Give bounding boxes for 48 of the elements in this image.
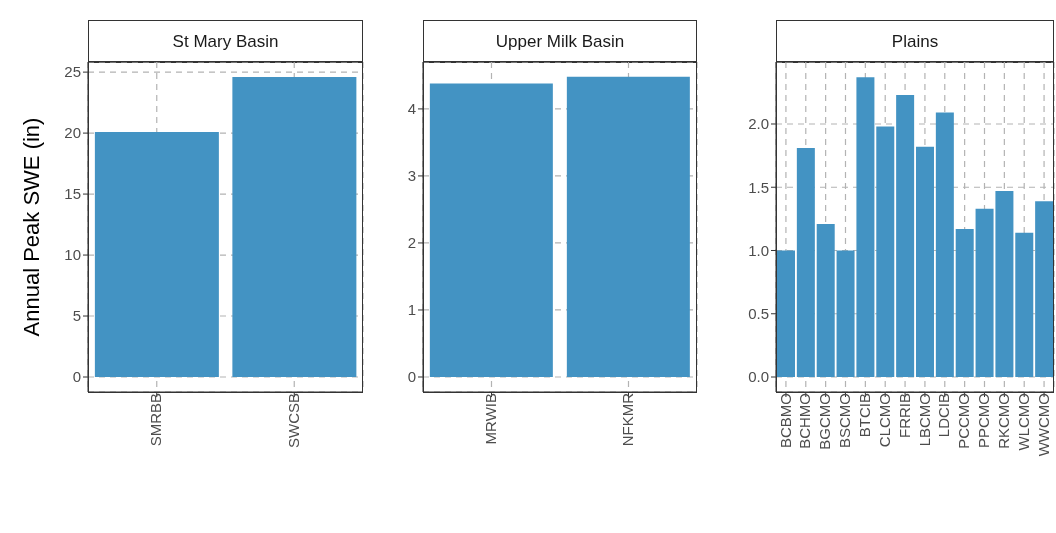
x-tick-label: SMRBB xyxy=(147,393,165,447)
y-tick-label: 4 xyxy=(407,100,416,118)
x-tick-label: BCBMO xyxy=(776,393,794,449)
x-tick-label: PCCMO xyxy=(955,393,973,449)
y-tick-label: 15 xyxy=(64,185,81,203)
y-tick-label: 0.5 xyxy=(748,305,769,323)
y-tick-label: 2.0 xyxy=(748,115,769,133)
bar xyxy=(955,228,974,378)
bar xyxy=(876,126,895,378)
bar xyxy=(796,148,815,378)
x-tick-label: WLCMO xyxy=(1014,393,1032,451)
y-tick-label: 3 xyxy=(407,167,416,185)
y-tick-label: 1.0 xyxy=(748,241,769,259)
bar xyxy=(816,223,835,378)
y-axis-title: Annual Peak SWE (in) xyxy=(18,117,44,337)
chart-title: Plains xyxy=(891,31,939,52)
x-tick-label: BCHMO xyxy=(796,393,814,449)
bar xyxy=(915,146,934,378)
y-tick-label: 0 xyxy=(407,368,416,386)
bar xyxy=(776,250,795,378)
x-tick-label: NFKMR xyxy=(619,392,637,447)
chart-title: St Mary Basin xyxy=(172,31,279,52)
y-tick-label: 20 xyxy=(64,124,81,142)
y-tick-label: 25 xyxy=(64,63,81,81)
x-tick-label: BTCIB xyxy=(856,393,874,438)
y-tick-label: 5 xyxy=(72,307,81,325)
bar xyxy=(1035,201,1054,378)
x-tick-label: MRWIB xyxy=(482,393,500,445)
chart-title: Upper Milk Basin xyxy=(495,31,625,52)
x-tick-label: PPCMO xyxy=(975,393,993,449)
y-tick-label: 0 xyxy=(72,368,81,386)
x-tick-label: WWCMO xyxy=(1034,393,1052,457)
y-tick-label: 10 xyxy=(64,246,81,264)
y-tick-label: 0.0 xyxy=(748,368,769,386)
y-tick-label: 1.5 xyxy=(748,178,769,196)
x-tick-label: BGCMO xyxy=(816,393,834,450)
x-tick-label: BSCMO xyxy=(836,393,854,449)
bar xyxy=(896,94,915,378)
x-tick-label: SWCSB xyxy=(284,393,302,449)
bar xyxy=(935,112,954,378)
y-tick-label: 2 xyxy=(407,234,416,252)
x-tick-label: LDCIB xyxy=(935,393,953,438)
x-tick-label: FRRIB xyxy=(895,393,913,438)
x-tick-label: RKCMO xyxy=(995,393,1013,449)
y-tick-label: 1 xyxy=(407,301,416,319)
x-tick-label: CLCMO xyxy=(875,393,893,448)
bar xyxy=(1015,232,1034,378)
x-tick-label: LBCMO xyxy=(915,393,933,447)
